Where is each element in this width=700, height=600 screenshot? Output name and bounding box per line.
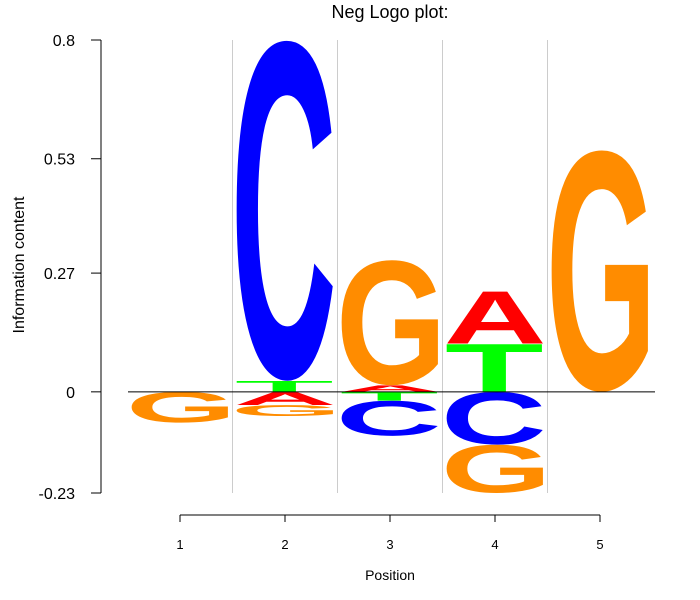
y-tick-label: 0.53 xyxy=(44,152,75,169)
grid-layer xyxy=(232,40,548,493)
logo-letter-a-pos2: A xyxy=(234,388,337,409)
logo-letter-c-pos2: C xyxy=(231,0,337,479)
chart-title: Neg Logo plot: xyxy=(331,2,448,22)
x-tick-label: 5 xyxy=(596,537,603,552)
x-tick-label: 1 xyxy=(176,537,183,552)
logo-letter-g-pos1: G xyxy=(126,384,237,432)
x-axis-label: Position xyxy=(365,567,415,583)
y-tick-label: 0.8 xyxy=(53,33,75,50)
y-axis-label: Information content xyxy=(11,196,28,334)
logo-letter-t-pos2: T xyxy=(235,378,334,396)
logo-letter-g-pos4: G xyxy=(441,431,552,507)
y-tick-label: 0 xyxy=(66,385,75,402)
logo-letter-a-pos4: A xyxy=(444,276,547,360)
x-axis: 1 2 3 4 5 xyxy=(176,514,604,552)
y-tick-label: 0.27 xyxy=(44,266,75,283)
logo-letter-g-pos2: G xyxy=(231,402,342,419)
logo-letter-t-pos4: T xyxy=(445,330,544,407)
y-tick-label: -0.23 xyxy=(39,486,76,503)
y-axis: 0.8 0.53 0.27 0 -0.23 xyxy=(39,33,102,503)
logo-letter-g-pos3: G xyxy=(336,225,447,422)
logo-letter-a-pos3: A xyxy=(339,383,442,394)
logo-letter-t-pos3: T xyxy=(340,389,439,403)
logo-letter-g-pos5: G xyxy=(546,82,657,462)
x-tick-label: 2 xyxy=(281,537,288,552)
x-tick-label: 3 xyxy=(386,537,393,552)
x-tick-label: 4 xyxy=(491,537,498,552)
logo-letter-c-pos3: C xyxy=(336,391,442,446)
logo-letter-c-pos4: C xyxy=(441,377,547,460)
